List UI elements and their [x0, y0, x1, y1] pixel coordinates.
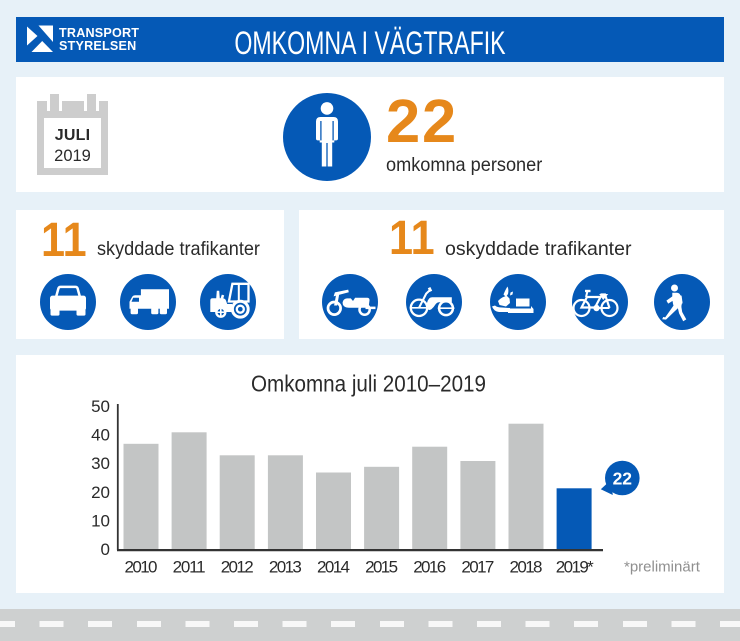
svg-text:0: 0 [101, 540, 110, 559]
svg-text:2010: 2010 [125, 558, 158, 577]
svg-text:*preliminärt: *preliminärt [624, 559, 701, 576]
svg-text:2019*: 2019* [556, 558, 594, 577]
svg-text:20: 20 [91, 483, 110, 502]
svg-text:2018: 2018 [510, 558, 543, 577]
svg-text:30: 30 [91, 454, 110, 473]
svg-text:2017: 2017 [461, 558, 494, 577]
svg-text:2012: 2012 [221, 558, 254, 577]
svg-text:Omkomna juli 2010–2019: Omkomna juli 2010–2019 [251, 371, 486, 397]
svg-text:22: 22 [613, 469, 633, 489]
svg-text:50: 50 [91, 397, 110, 416]
svg-text:2015: 2015 [365, 558, 398, 577]
svg-text:10: 10 [91, 511, 110, 530]
svg-text:2014: 2014 [317, 558, 350, 577]
svg-text:2011: 2011 [173, 558, 206, 577]
svg-text:2013: 2013 [269, 558, 302, 577]
svg-text:2016: 2016 [413, 558, 446, 577]
svg-text:40: 40 [91, 426, 110, 445]
